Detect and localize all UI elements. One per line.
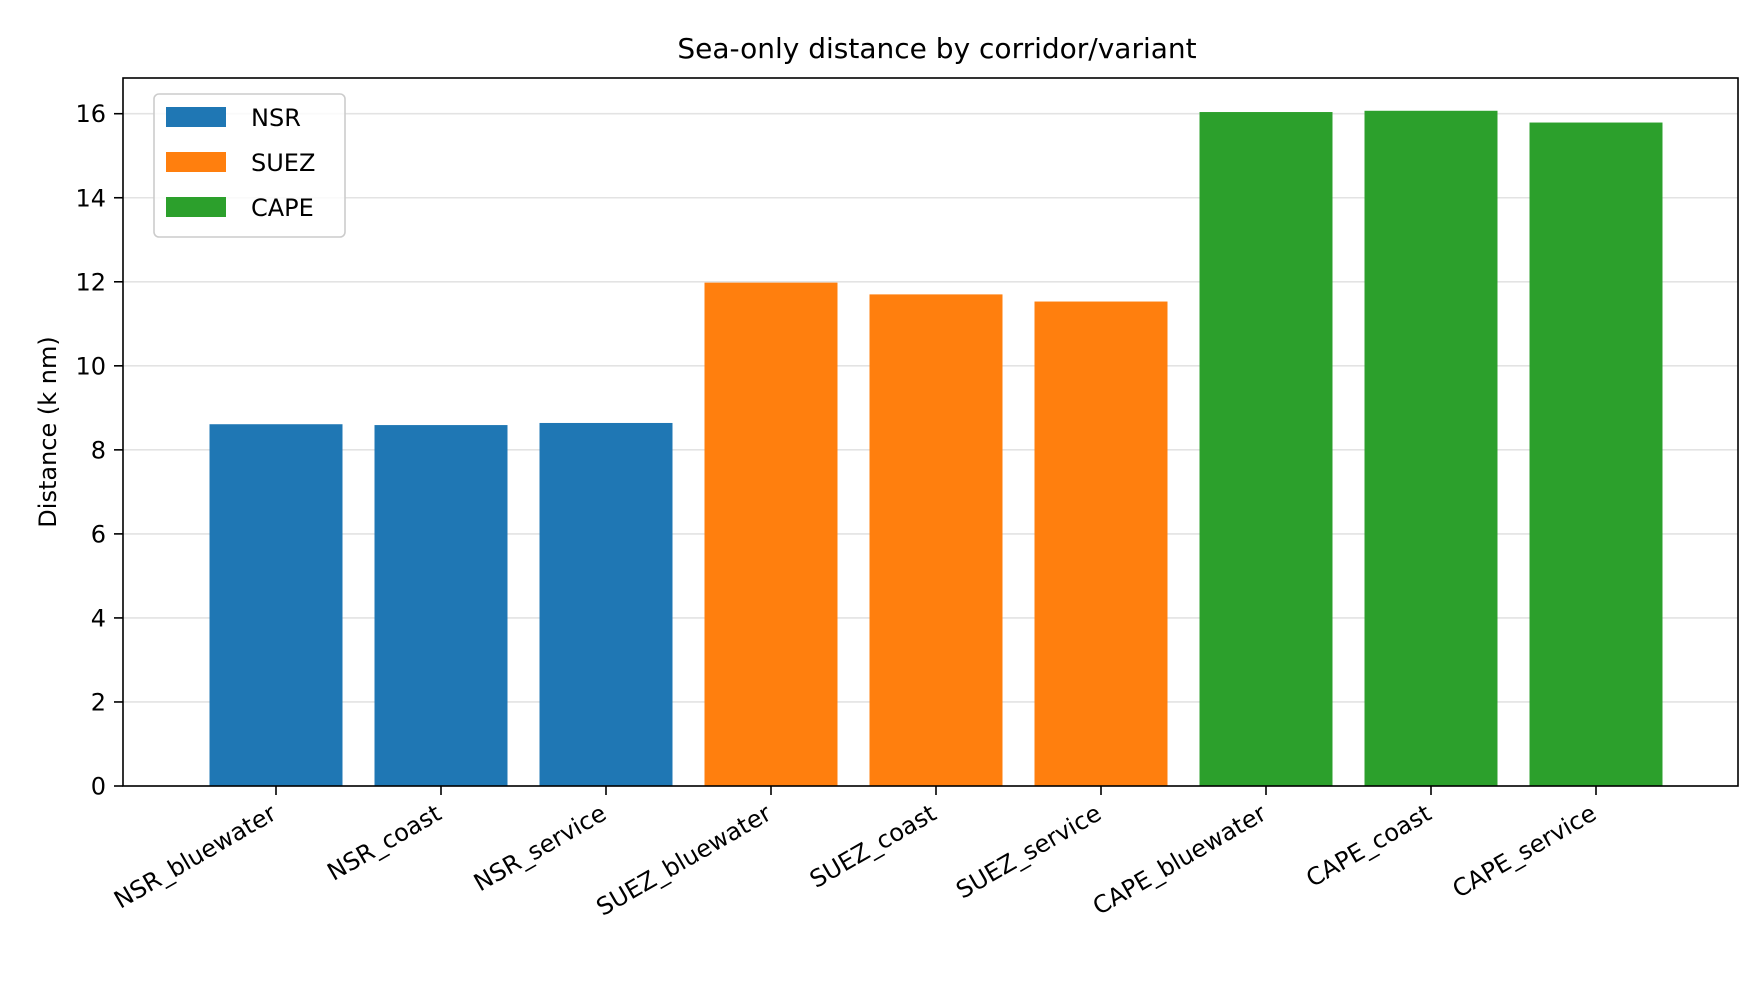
legend-label-cape: CAPE — [251, 194, 314, 222]
y-tick-label: 12 — [75, 268, 106, 296]
y-tick-label: 8 — [91, 436, 106, 464]
x-tick-label: NSR_coast — [323, 799, 446, 886]
y-tick-label: 2 — [91, 688, 106, 716]
x-tick-label: SUEZ_bluewater — [592, 799, 776, 922]
bars — [209, 110, 1663, 787]
x-tick-label: CAPE_service — [1448, 799, 1601, 904]
y-tick-label: 14 — [75, 184, 106, 212]
x-axis-ticks: NSR_bluewater NSR_coast NSR_serviceSUEZ_bl… — [109, 786, 1601, 922]
x-tick-label: SUEZ_coast — [805, 799, 941, 894]
y-tick-label: 0 — [91, 773, 106, 801]
y-tick-label: 16 — [75, 100, 106, 128]
y-axis-ticks: 0 2 4 6 8 10 12 14 16 — [75, 100, 123, 801]
legend-swatch-cape — [166, 197, 226, 217]
plot-area-frame — [122, 77, 1739, 787]
bar-cape-service — [1529, 122, 1663, 786]
bar-suez-coast — [869, 294, 1003, 786]
bar-nsr-service — [539, 422, 673, 786]
y-tick-label: 10 — [75, 352, 106, 380]
y-tick-label: 4 — [91, 604, 106, 632]
bar-nsr-coast — [374, 425, 508, 786]
x-tick-label: NSR_service — [469, 799, 611, 897]
x-tick-label: CAPE_bluewater — [1088, 799, 1271, 921]
legend-swatch-nsr — [166, 107, 226, 127]
bar-cape-coast — [1364, 110, 1498, 787]
bar-suez-bluewater — [704, 282, 838, 786]
bar-cape-bluewater — [1199, 112, 1333, 786]
x-tick-label: SUEZ_service — [951, 799, 1106, 904]
chart-title: Sea-only distance by corridor/variant — [677, 32, 1196, 65]
x-tick-label: CAPE_coast — [1301, 799, 1436, 893]
legend-label-suez: SUEZ — [251, 149, 315, 177]
bar-suez-service — [1034, 301, 1168, 786]
bar-nsr-bluewater — [209, 424, 343, 786]
legend-swatch-suez — [166, 152, 226, 172]
legend: NSR SUEZ CAPE — [153, 93, 346, 238]
y-axis-label: Distance (k nm) — [34, 336, 62, 527]
x-tick-label: NSR_bluewater — [109, 799, 281, 914]
legend-label-nsr: NSR — [251, 104, 301, 132]
y-tick-label: 6 — [91, 520, 106, 548]
